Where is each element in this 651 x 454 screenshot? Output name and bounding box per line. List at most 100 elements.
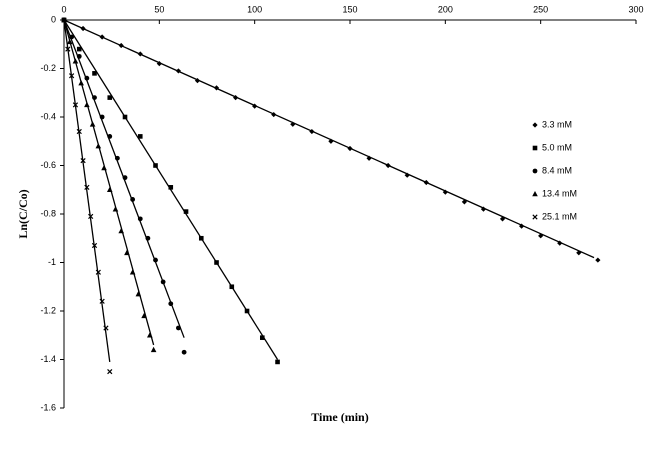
point xyxy=(135,291,142,297)
point xyxy=(106,186,113,193)
legend-marker xyxy=(532,122,538,128)
trendline xyxy=(63,19,279,360)
point xyxy=(175,68,181,74)
legend-marker xyxy=(532,191,538,197)
point xyxy=(595,257,601,263)
point xyxy=(103,325,109,331)
point xyxy=(328,138,334,144)
point xyxy=(519,223,525,229)
point xyxy=(538,233,544,239)
point xyxy=(194,78,201,84)
legend-label: 25.1 mM xyxy=(542,211,577,221)
y-tick-label: -0.2 xyxy=(40,63,56,73)
legend-marker xyxy=(532,168,538,174)
point xyxy=(84,184,90,190)
point xyxy=(78,80,84,86)
legend-label: 5.0 mM xyxy=(542,142,572,152)
point xyxy=(72,102,79,108)
point xyxy=(76,53,82,59)
trendline xyxy=(63,19,111,363)
point xyxy=(66,38,73,45)
x-axis-title: Time (min) xyxy=(311,410,368,424)
point xyxy=(198,235,204,241)
point xyxy=(423,179,429,186)
point xyxy=(122,175,128,181)
point xyxy=(91,242,98,249)
point xyxy=(107,134,113,139)
point xyxy=(118,227,124,234)
point xyxy=(275,359,280,365)
point xyxy=(80,158,86,164)
point xyxy=(366,155,372,161)
point xyxy=(137,51,143,57)
point xyxy=(95,269,101,275)
point xyxy=(61,17,67,23)
legend-label: 3.3 mM xyxy=(542,119,572,129)
y-tick-label: -1.6 xyxy=(40,402,56,412)
point xyxy=(76,46,82,52)
point xyxy=(499,216,506,222)
point xyxy=(69,34,75,40)
y-tick-label: -1.2 xyxy=(40,305,56,315)
y-tick-label: 0 xyxy=(51,14,56,24)
point xyxy=(118,42,124,49)
point xyxy=(99,34,105,40)
point xyxy=(84,75,90,81)
point xyxy=(101,164,107,171)
x-tick-label: 100 xyxy=(247,4,262,14)
x-tick-label: 250 xyxy=(533,4,548,14)
y-tick-label: -0.4 xyxy=(40,111,56,121)
point xyxy=(244,308,250,314)
y-tick-label: -0.6 xyxy=(40,160,56,170)
point xyxy=(153,257,158,263)
point xyxy=(107,369,113,375)
point xyxy=(442,189,448,195)
point xyxy=(141,312,147,319)
point xyxy=(181,349,187,355)
point xyxy=(233,95,239,101)
point xyxy=(147,332,153,338)
point xyxy=(271,111,277,118)
point xyxy=(95,143,102,149)
x-tick-label: 200 xyxy=(438,4,453,14)
x-tick-label: 50 xyxy=(154,4,164,14)
point xyxy=(76,128,82,135)
point xyxy=(461,199,467,205)
point xyxy=(122,114,128,120)
legend-marker xyxy=(532,214,538,220)
trendline xyxy=(63,19,155,346)
point xyxy=(309,128,315,135)
point xyxy=(72,58,79,64)
point xyxy=(145,235,151,241)
y-tick-label: -1 xyxy=(48,257,56,267)
point xyxy=(92,71,97,76)
point xyxy=(107,95,113,100)
trendline xyxy=(63,19,595,259)
point xyxy=(130,197,136,202)
legend-marker xyxy=(532,145,538,151)
x-tick-label: 300 xyxy=(628,4,643,14)
point xyxy=(99,298,105,304)
x-tick-label: 0 xyxy=(61,4,66,14)
y-tick-label: -1.4 xyxy=(40,354,56,364)
point xyxy=(214,260,219,265)
point xyxy=(404,172,410,178)
point xyxy=(347,145,353,152)
point xyxy=(156,61,162,67)
x-tick-label: 150 xyxy=(342,4,357,14)
legend-label: 8.4 mM xyxy=(542,165,572,175)
point xyxy=(80,25,86,32)
point xyxy=(89,121,96,127)
point xyxy=(168,185,174,190)
point xyxy=(99,114,105,120)
point xyxy=(153,163,158,168)
point xyxy=(385,162,391,169)
point xyxy=(129,269,136,275)
point xyxy=(65,46,71,52)
point xyxy=(213,85,220,91)
point xyxy=(183,209,189,214)
y-axis-title: Ln(C/Co) xyxy=(16,189,30,238)
point xyxy=(84,101,90,108)
point xyxy=(137,216,143,222)
